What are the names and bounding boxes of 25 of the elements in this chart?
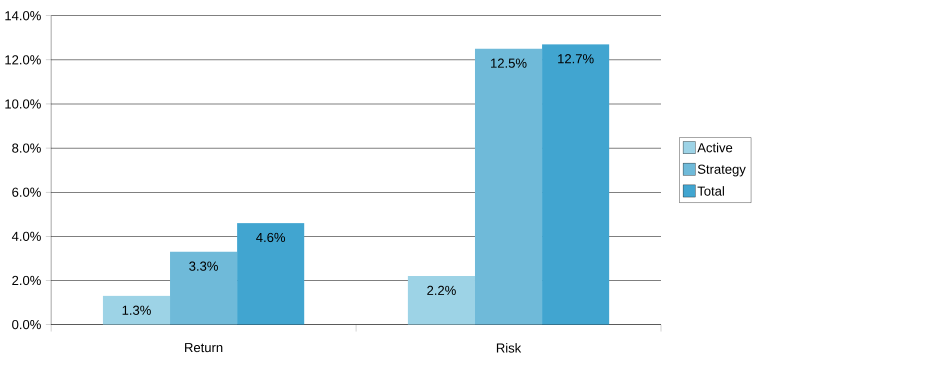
y-tick-label: 8.0% — [12, 144, 41, 153]
y-tick-label: 0.0% — [12, 320, 41, 330]
data-label: 12.5% — [491, 58, 527, 68]
y-tick-label: 2.0% — [12, 276, 41, 286]
bar — [237, 223, 304, 325]
legend-label: Total — [698, 186, 724, 196]
data-label: 1.3% — [122, 306, 151, 316]
legend-label: Active — [697, 142, 732, 152]
y-tick-label: 4.0% — [12, 232, 41, 242]
data-label: 12.7% — [558, 54, 594, 64]
bar — [170, 252, 238, 325]
bar — [408, 276, 475, 325]
data-label: 3.3% — [189, 262, 218, 271]
bar — [474, 48, 542, 325]
y-tick-label: 6.0% — [12, 188, 41, 197]
data-label: 4.6% — [256, 232, 286, 242]
x-tick-label: Risk — [496, 343, 522, 353]
x-tick-label: Return — [185, 343, 222, 352]
y-tick-label: 14.0% — [5, 11, 41, 20]
y-tick-label: 12.0% — [5, 55, 41, 65]
bar — [542, 44, 610, 325]
y-tick-label: 10.0% — [5, 99, 41, 109]
bar — [102, 296, 170, 325]
legend-label: Strategy — [698, 164, 746, 177]
data-label: 2.2% — [427, 286, 456, 296]
